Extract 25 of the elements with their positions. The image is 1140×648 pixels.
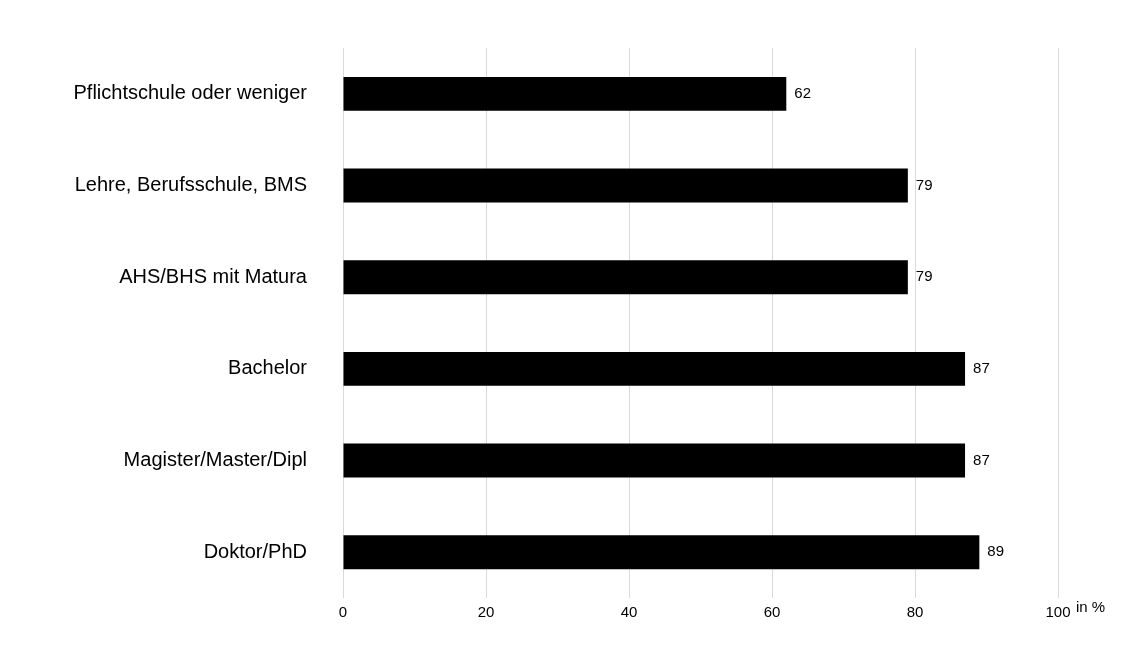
x-tick-label: 60 [763, 603, 781, 621]
bar [343, 260, 908, 295]
bar [343, 351, 966, 386]
bar [343, 443, 966, 478]
y-tick-label: Bachelor [228, 356, 308, 379]
data-label: 79 [915, 267, 933, 285]
data-label: 62 [794, 83, 811, 101]
y-tick-label: AHS/BHS mit Matura [119, 264, 308, 287]
y-tick-label: Magister/Master/Dipl [123, 448, 307, 471]
y-tick-label: Doktor/PhD [203, 539, 307, 562]
x-tick-label: 100 [1045, 603, 1071, 621]
data-label: 87 [973, 358, 990, 376]
bar [343, 535, 980, 570]
bar [343, 168, 908, 203]
x-tick-label: 80 [906, 603, 924, 621]
y-tick-label: Pflichtschule oder weniger [73, 81, 308, 104]
x-tick-label: 20 [477, 603, 495, 621]
data-label: 79 [915, 175, 933, 193]
x-tick-label: 0 [338, 603, 348, 621]
data-label: 89 [987, 542, 1005, 560]
bar [343, 76, 787, 111]
y-tick-label: Lehre, Berufsschule, BMS [74, 173, 307, 196]
x-axis-title: in % [1076, 598, 1106, 616]
data-label: 87 [973, 450, 990, 468]
x-tick-label: 40 [620, 603, 638, 621]
